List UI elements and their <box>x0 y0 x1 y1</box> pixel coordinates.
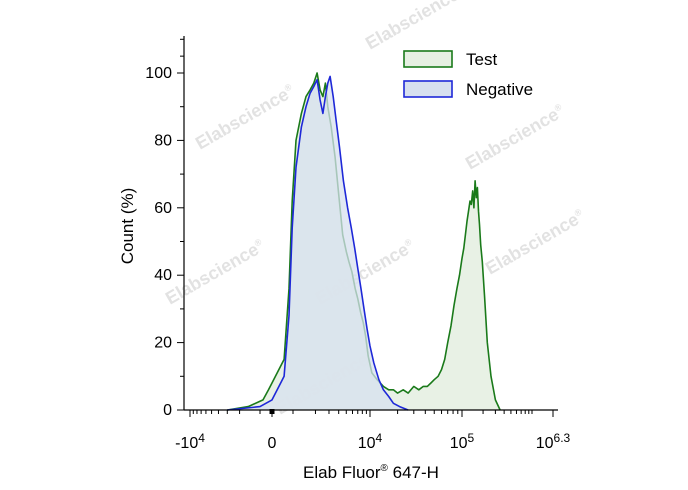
watermark-layer: Elabscience® Elabscience® Elabscience® Elab… <box>162 0 588 418</box>
y-tick-label-80: 80 <box>154 132 172 149</box>
watermark-0: Elabscience® <box>362 0 468 53</box>
legend-label-test: Test <box>466 50 497 69</box>
series-line-test <box>227 72 501 411</box>
y-tick-label-40: 40 <box>154 267 172 284</box>
x-tick-label-10e63-exp: 6.3 <box>554 431 571 445</box>
y-tick-label-100: 100 <box>145 65 172 82</box>
x-tick-label-neg10e4-exp: 4 <box>198 431 205 445</box>
x-tick-label-10e63: 106.3 <box>536 431 571 452</box>
legend-swatch-test <box>403 50 453 68</box>
watermark-2: Elabscience® <box>462 101 568 174</box>
zero-marker <box>269 409 275 414</box>
y-tick-label-60: 60 <box>154 200 172 217</box>
x-tick-label-10e4-exp: 4 <box>376 431 383 445</box>
x-ticks <box>189 409 554 417</box>
x-tick-label-10e5-exp: 5 <box>468 431 475 445</box>
y-tick-label-0: 0 <box>163 402 172 419</box>
y-axis-label: Count (%) <box>118 188 137 265</box>
series-area-negative <box>227 76 409 411</box>
watermark-3: Elabscience® <box>162 236 268 309</box>
x-tick-label-zero: 0 <box>268 435 277 452</box>
x-tick-label-neg10e4: -104 <box>175 431 205 452</box>
watermark-5: Elabscience® <box>482 206 588 279</box>
y-ticks: 0 20 40 60 80 100 <box>145 38 184 419</box>
legend: Test Negative <box>403 50 533 99</box>
legend-label-negative: Negative <box>466 80 533 99</box>
x-axis-label: Elab Fluor® 647-H <box>303 463 439 482</box>
watermark-1: Elabscience® <box>192 81 298 154</box>
x-tick-label-10e4: 104 <box>358 431 383 452</box>
series-line-negative <box>227 75 409 411</box>
y-tick-label-20: 20 <box>154 335 172 352</box>
series-layer <box>227 72 501 411</box>
x-axis-label-registered: ® <box>381 463 389 474</box>
x-tick-label-10e5: 105 <box>450 431 475 452</box>
legend-swatch-negative <box>403 80 453 98</box>
